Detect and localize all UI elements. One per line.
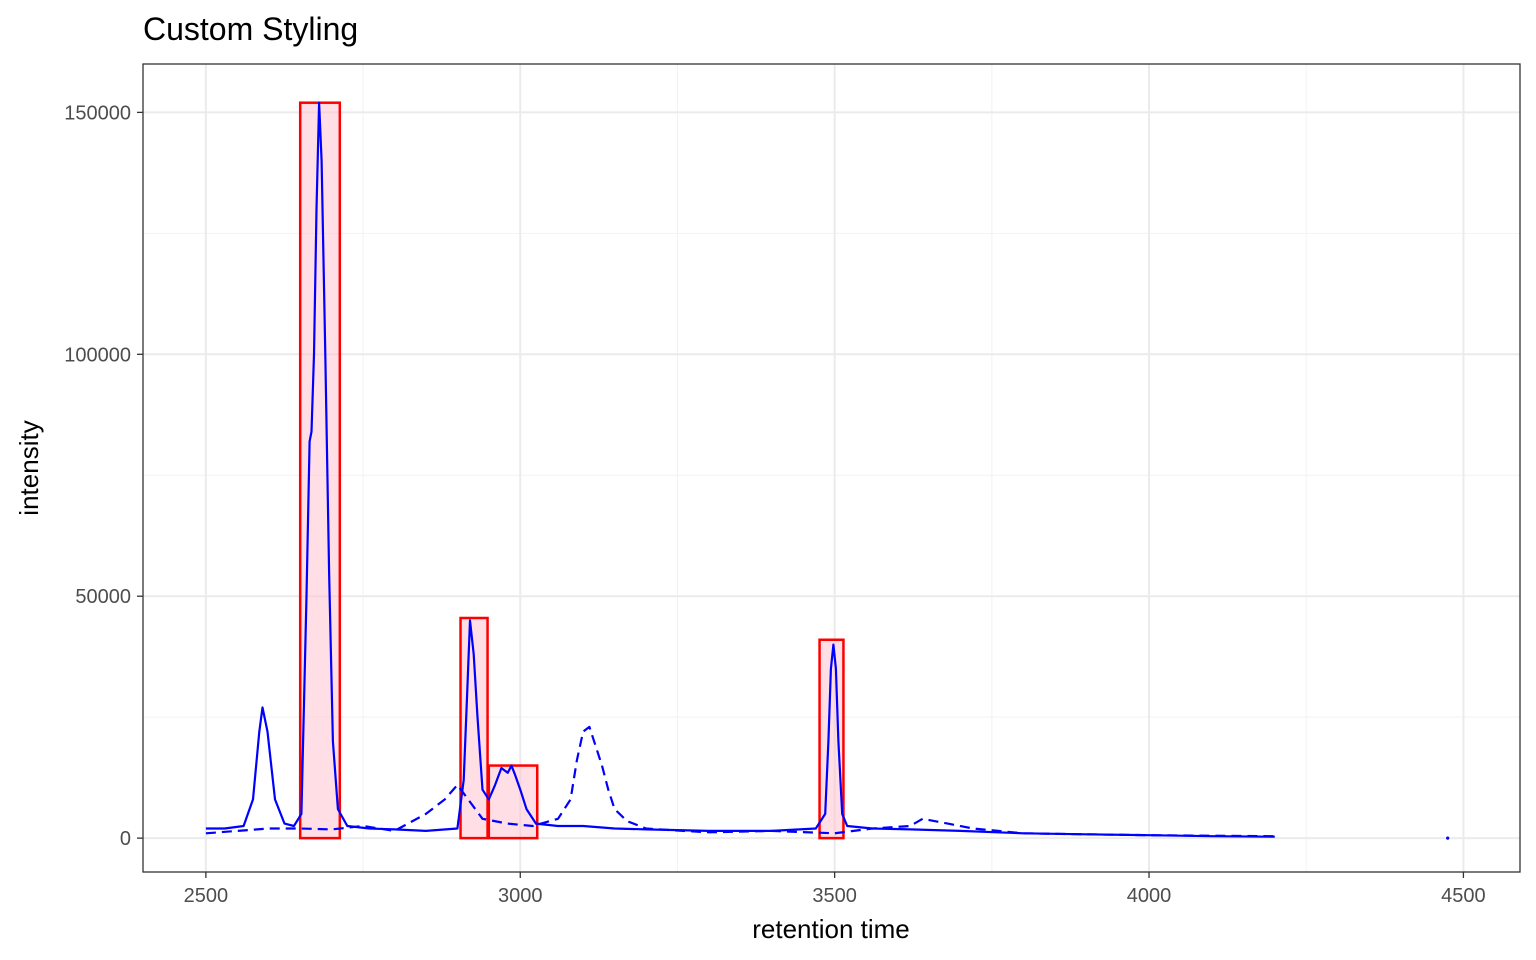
x-tick-label: 3500 bbox=[812, 885, 857, 907]
y-tick-label: 0 bbox=[120, 828, 131, 850]
panel-border bbox=[142, 63, 1521, 873]
series-points bbox=[1446, 836, 1450, 840]
series-lines bbox=[205, 101, 1275, 838]
peak-highlight-rect bbox=[298, 101, 342, 840]
x-tick-label: 3000 bbox=[498, 885, 543, 907]
dashed-series-line bbox=[205, 725, 1275, 838]
series-point bbox=[1446, 836, 1450, 840]
x-tick-label: 4500 bbox=[1441, 885, 1486, 907]
x-tick-label: 2500 bbox=[184, 885, 229, 907]
y-axis-title: intensity bbox=[14, 420, 44, 515]
x-tick-label: 4000 bbox=[1127, 885, 1172, 907]
y-tick-label: 100000 bbox=[64, 344, 131, 366]
solid-series-line bbox=[205, 101, 1275, 838]
y-tick-label: 150000 bbox=[64, 102, 131, 124]
y-tick-label: 50000 bbox=[75, 586, 131, 608]
x-axis-ticks: 2500 3000 3500 4000 4500 bbox=[184, 872, 1486, 907]
chart-title: Custom Styling bbox=[143, 11, 358, 47]
y-axis-ticks: 0 50000 100000 150000 bbox=[64, 102, 143, 850]
x-axis-title: retention time bbox=[752, 914, 910, 944]
peak-highlight-rect bbox=[487, 764, 539, 840]
